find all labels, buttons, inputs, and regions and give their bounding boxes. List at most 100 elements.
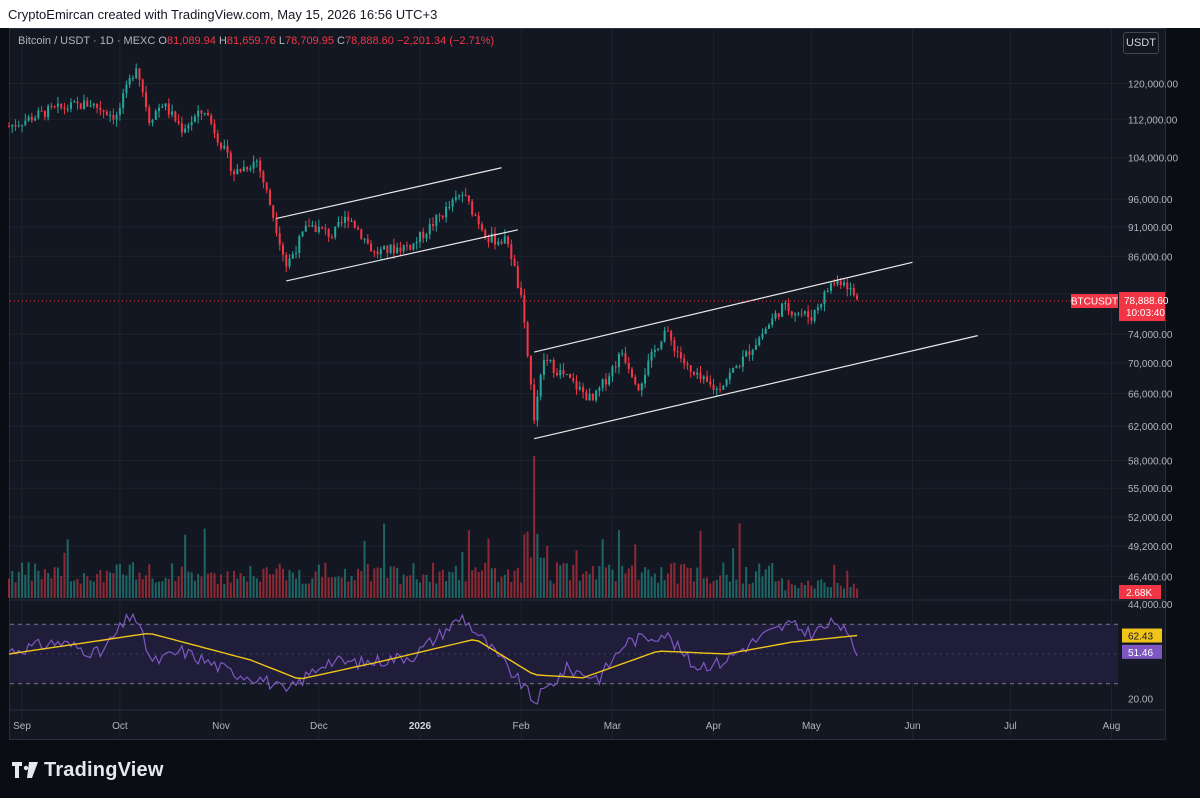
volume-bar	[562, 563, 565, 598]
currency-button[interactable]: USDT	[1123, 32, 1159, 54]
price-tick-label: 70,000.00	[1128, 359, 1173, 370]
candle-body	[347, 216, 350, 221]
candle-body	[7, 126, 11, 128]
volume-bar	[301, 583, 304, 598]
volume-bar	[539, 557, 542, 598]
candle-body	[578, 386, 581, 390]
volume-bar	[389, 566, 392, 598]
volume-bar	[131, 562, 134, 598]
candle-body	[666, 330, 669, 332]
volume-bar	[441, 569, 444, 598]
candle-body	[272, 205, 275, 218]
candle-body	[784, 303, 787, 305]
candle-body	[66, 108, 69, 110]
volume-bar	[350, 576, 353, 598]
candle-body	[526, 322, 529, 357]
volume-bar	[125, 575, 128, 598]
candle-body	[706, 376, 709, 382]
candle-body	[128, 78, 131, 85]
candle-body	[569, 374, 572, 379]
chart-frame	[9, 28, 1166, 740]
candle-body	[213, 123, 216, 134]
candle-body	[102, 110, 105, 112]
volume-bar	[679, 564, 682, 598]
candle-body	[268, 190, 271, 206]
candle-body	[448, 206, 451, 208]
candle-body	[14, 124, 17, 127]
price-tick-label: 58,000.00	[1128, 457, 1173, 468]
candle-body	[190, 121, 193, 126]
rsi-tick-label: 20.00	[1128, 695, 1153, 706]
volume-bar	[47, 573, 50, 598]
candle-body	[86, 100, 89, 107]
price-chart[interactable]: BTCUSDT 78,888.6010:03:40120,000.00112,00…	[0, 0, 1200, 742]
candle-body	[151, 119, 154, 123]
candle-body	[79, 103, 82, 109]
volume-bar	[379, 568, 382, 598]
volume-bar	[265, 567, 268, 598]
candle-body	[115, 114, 118, 120]
volume-bar	[43, 569, 46, 598]
candle-body	[229, 152, 232, 172]
volume-bar	[748, 583, 751, 598]
volume-bar	[771, 562, 774, 598]
low-label: L	[278, 35, 286, 47]
candle-body	[686, 363, 689, 366]
candles	[7, 63, 859, 427]
volume-bar	[725, 574, 728, 598]
volume-bar	[653, 573, 656, 598]
volume-bar	[40, 579, 43, 598]
candle-body	[617, 353, 620, 368]
volume-bar	[683, 563, 686, 598]
volume-bar	[412, 563, 415, 598]
candle-body	[774, 313, 777, 319]
candle-body	[37, 110, 40, 118]
candle-body	[458, 195, 461, 198]
price-tick-label: 86,000.00	[1128, 252, 1173, 263]
volume-bar	[790, 584, 793, 598]
candle-body	[692, 371, 695, 375]
high-label: H	[218, 35, 227, 47]
candle-body	[461, 194, 464, 196]
volume-last-label: 2.68K	[1126, 588, 1152, 599]
price-tick-label: 74,000.00	[1128, 330, 1173, 341]
volume-bar	[758, 563, 761, 598]
candle-body	[663, 330, 666, 342]
candle-body	[96, 103, 99, 108]
candle-body	[330, 237, 333, 239]
volume-bar	[689, 567, 692, 598]
candle-body	[627, 362, 630, 370]
volume-bar	[190, 572, 193, 598]
candle-body	[350, 220, 353, 222]
candle-body	[141, 79, 144, 93]
candle-body	[445, 207, 448, 218]
candle-body	[722, 385, 725, 390]
candle-body	[360, 229, 363, 240]
candle-body	[833, 283, 836, 285]
candle-body	[477, 215, 480, 225]
open-label: O	[158, 35, 167, 47]
candle-body	[826, 291, 829, 293]
volume-bar	[764, 569, 767, 598]
volume-bar	[370, 581, 373, 598]
volume-bar	[392, 566, 395, 598]
volume-bar	[236, 578, 239, 598]
candle-body	[399, 247, 402, 252]
volume-bar	[161, 581, 164, 598]
volume-bar	[546, 545, 549, 598]
volume-bar	[461, 551, 464, 598]
tradingview-brand[interactable]: TradingView	[12, 759, 164, 782]
volume-bar	[418, 582, 421, 598]
volume-bar	[167, 578, 170, 598]
volume-bar	[585, 571, 588, 598]
volume-bar	[582, 573, 585, 598]
volume-bar	[699, 530, 702, 598]
candle-body	[167, 103, 170, 115]
candle-body	[588, 393, 591, 401]
volume-bar	[128, 564, 131, 598]
volume-bar	[657, 582, 660, 598]
candle-body	[598, 388, 601, 391]
candle-body	[670, 331, 673, 341]
candle-body	[285, 254, 288, 267]
volume-bar	[396, 567, 399, 598]
